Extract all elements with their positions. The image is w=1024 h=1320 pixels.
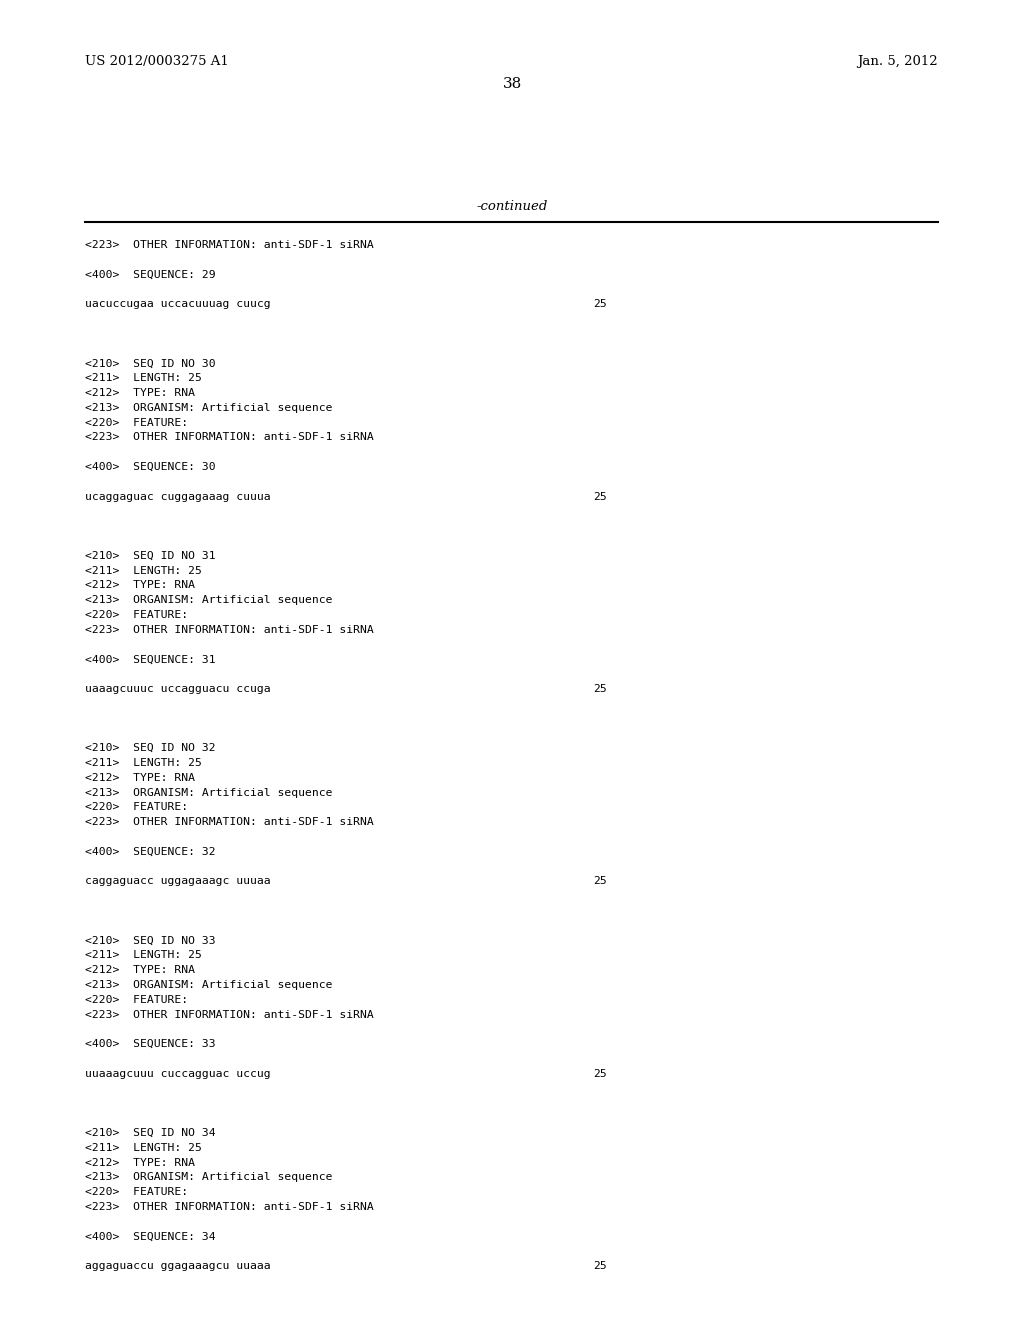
Text: <212>  TYPE: RNA: <212> TYPE: RNA (85, 581, 195, 590)
Text: <220>  FEATURE:: <220> FEATURE: (85, 1187, 188, 1197)
Text: <210>  SEQ ID NO 33: <210> SEQ ID NO 33 (85, 936, 216, 945)
Text: <210>  SEQ ID NO 30: <210> SEQ ID NO 30 (85, 359, 216, 368)
Text: <211>  LENGTH: 25: <211> LENGTH: 25 (85, 758, 202, 768)
Text: -continued: -continued (476, 201, 548, 213)
Text: <400>  SEQUENCE: 29: <400> SEQUENCE: 29 (85, 269, 216, 280)
Text: <223>  OTHER INFORMATION: anti-SDF-1 siRNA: <223> OTHER INFORMATION: anti-SDF-1 siRN… (85, 1010, 374, 1019)
Text: <400>  SEQUENCE: 32: <400> SEQUENCE: 32 (85, 847, 216, 857)
Text: 25: 25 (593, 876, 607, 887)
Text: <213>  ORGANISM: Artificial sequence: <213> ORGANISM: Artificial sequence (85, 595, 333, 605)
Text: <213>  ORGANISM: Artificial sequence: <213> ORGANISM: Artificial sequence (85, 979, 333, 990)
Text: Jan. 5, 2012: Jan. 5, 2012 (857, 55, 938, 69)
Text: <211>  LENGTH: 25: <211> LENGTH: 25 (85, 565, 202, 576)
Text: <400>  SEQUENCE: 30: <400> SEQUENCE: 30 (85, 462, 216, 473)
Text: uaaagcuuuc uccagguacu ccuga: uaaagcuuuc uccagguacu ccuga (85, 684, 270, 694)
Text: <220>  FEATURE:: <220> FEATURE: (85, 995, 188, 1005)
Text: <223>  OTHER INFORMATION: anti-SDF-1 siRNA: <223> OTHER INFORMATION: anti-SDF-1 siRN… (85, 240, 374, 249)
Text: <211>  LENGTH: 25: <211> LENGTH: 25 (85, 374, 202, 383)
Text: <223>  OTHER INFORMATION: anti-SDF-1 siRNA: <223> OTHER INFORMATION: anti-SDF-1 siRN… (85, 817, 374, 828)
Text: <213>  ORGANISM: Artificial sequence: <213> ORGANISM: Artificial sequence (85, 1172, 333, 1183)
Text: <223>  OTHER INFORMATION: anti-SDF-1 siRNA: <223> OTHER INFORMATION: anti-SDF-1 siRN… (85, 433, 374, 442)
Text: <220>  FEATURE:: <220> FEATURE: (85, 803, 188, 812)
Text: <400>  SEQUENCE: 34: <400> SEQUENCE: 34 (85, 1232, 216, 1242)
Text: <220>  FEATURE:: <220> FEATURE: (85, 417, 188, 428)
Text: <223>  OTHER INFORMATION: anti-SDF-1 siRNA: <223> OTHER INFORMATION: anti-SDF-1 siRN… (85, 624, 374, 635)
Text: <220>  FEATURE:: <220> FEATURE: (85, 610, 188, 620)
Text: <400>  SEQUENCE: 33: <400> SEQUENCE: 33 (85, 1039, 216, 1049)
Text: <213>  ORGANISM: Artificial sequence: <213> ORGANISM: Artificial sequence (85, 788, 333, 797)
Text: US 2012/0003275 A1: US 2012/0003275 A1 (85, 55, 228, 69)
Text: <210>  SEQ ID NO 34: <210> SEQ ID NO 34 (85, 1129, 216, 1138)
Text: <400>  SEQUENCE: 31: <400> SEQUENCE: 31 (85, 655, 216, 664)
Text: <223>  OTHER INFORMATION: anti-SDF-1 siRNA: <223> OTHER INFORMATION: anti-SDF-1 siRN… (85, 1203, 374, 1212)
Text: 25: 25 (593, 684, 607, 694)
Text: caggaguacc uggagaaagc uuuaa: caggaguacc uggagaaagc uuuaa (85, 876, 270, 887)
Text: 25: 25 (593, 1069, 607, 1078)
Text: <211>  LENGTH: 25: <211> LENGTH: 25 (85, 1143, 202, 1152)
Text: 25: 25 (593, 1261, 607, 1271)
Text: aggaguaccu ggagaaagcu uuaaa: aggaguaccu ggagaaagcu uuaaa (85, 1261, 270, 1271)
Text: <212>  TYPE: RNA: <212> TYPE: RNA (85, 1158, 195, 1168)
Text: <210>  SEQ ID NO 32: <210> SEQ ID NO 32 (85, 743, 216, 754)
Text: 25: 25 (593, 300, 607, 309)
Text: <210>  SEQ ID NO 31: <210> SEQ ID NO 31 (85, 550, 216, 561)
Text: 25: 25 (593, 491, 607, 502)
Text: <213>  ORGANISM: Artificial sequence: <213> ORGANISM: Artificial sequence (85, 403, 333, 413)
Text: ucaggaguac cuggagaaag cuuua: ucaggaguac cuggagaaag cuuua (85, 491, 270, 502)
Text: <212>  TYPE: RNA: <212> TYPE: RNA (85, 965, 195, 975)
Text: <212>  TYPE: RNA: <212> TYPE: RNA (85, 388, 195, 399)
Text: 38: 38 (503, 77, 521, 91)
Text: uuaaagcuuu cuccagguac uccug: uuaaagcuuu cuccagguac uccug (85, 1069, 270, 1078)
Text: <211>  LENGTH: 25: <211> LENGTH: 25 (85, 950, 202, 961)
Text: <212>  TYPE: RNA: <212> TYPE: RNA (85, 772, 195, 783)
Text: uacuccugaa uccacuuuag cuucg: uacuccugaa uccacuuuag cuucg (85, 300, 270, 309)
